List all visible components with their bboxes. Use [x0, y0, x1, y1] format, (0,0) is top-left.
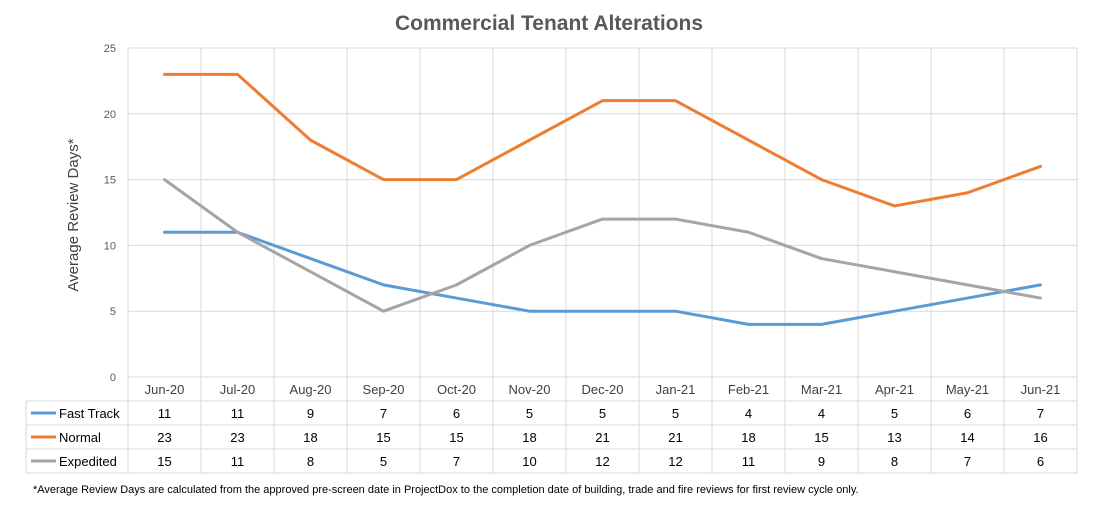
series-line-expedited	[163, 178, 1042, 313]
x-tick-label: Mar-21	[801, 382, 842, 397]
y-tick-label: 15	[104, 175, 116, 187]
table-cell: 4	[818, 406, 825, 421]
y-tick-label: 25	[104, 43, 116, 55]
table-cell: 5	[891, 406, 898, 421]
table-cell: 8	[307, 454, 314, 469]
table-cell: 6	[1037, 454, 1044, 469]
table-cell: 7	[964, 454, 971, 469]
chart-title: Commercial Tenant Alterations	[395, 12, 703, 35]
table-cell: 18	[741, 430, 755, 445]
y-tick-label: 10	[104, 240, 116, 252]
y-tick-label: 20	[104, 109, 116, 121]
table-cell: 23	[157, 430, 171, 445]
table-cell: 8	[891, 454, 898, 469]
table-cell: 23	[230, 430, 244, 445]
table-cell: 18	[303, 430, 317, 445]
x-tick-label: Jan-21	[656, 382, 696, 397]
table-cell: 16	[1033, 430, 1047, 445]
y-axis-label: Average Review Days*	[65, 138, 82, 291]
x-tick-label: May-21	[946, 382, 989, 397]
series-line-fast-track	[163, 230, 1042, 326]
table-cell: 21	[668, 430, 682, 445]
table-cell: 18	[522, 430, 536, 445]
table-cell: 9	[307, 406, 314, 421]
x-tick-label: Jun-20	[145, 382, 185, 397]
table-cell: 15	[376, 430, 390, 445]
footnote: *Average Review Days are calculated from…	[33, 484, 859, 496]
table-cell: 11	[231, 406, 245, 421]
series-name: Fast Track	[59, 406, 120, 421]
data-table: Jun-20 Jul-20 Aug-20 Sep-20 Oct-20 Nov-20 Dec-…	[25, 382, 1077, 474]
x-tick-label: Jul-20	[220, 382, 255, 397]
table-cell: 15	[814, 430, 828, 445]
x-tick-label: Oct-20	[437, 382, 476, 397]
table-cell: 11	[742, 454, 756, 469]
table-cell: 5	[380, 454, 387, 469]
table-cell: 11	[231, 454, 245, 469]
table-cell: 6	[964, 406, 971, 421]
table-cell: 14	[960, 430, 974, 445]
x-tick-label: Dec-20	[582, 382, 624, 397]
table-cell: 12	[595, 454, 609, 469]
x-tick-label: Nov-20	[509, 382, 551, 397]
y-tick-label: 0	[110, 372, 116, 384]
table-cell: 5	[672, 406, 679, 421]
x-tick-label: Apr-21	[875, 382, 914, 397]
x-tick-label: Aug-20	[290, 382, 332, 397]
table-cell: 21	[595, 430, 609, 445]
table-cell: 11	[158, 406, 172, 421]
table-cell: 13	[887, 430, 901, 445]
x-tick-label: Feb-21	[728, 382, 769, 397]
table-cell: 7	[453, 454, 460, 469]
series-name: Normal	[59, 430, 101, 445]
series-lines	[163, 72, 1042, 326]
table-cell: 10	[522, 454, 536, 469]
y-tick-label: 5	[110, 306, 116, 318]
table-cell: 4	[745, 406, 752, 421]
x-tick-label: Sep-20	[363, 382, 405, 397]
gridlines	[127, 47, 1078, 473]
series-name: Expedited	[59, 454, 117, 469]
x-tick-label: Jun-21	[1021, 382, 1061, 397]
table-cell: 7	[380, 406, 387, 421]
table-cell: 7	[1037, 406, 1044, 421]
table-cell: 12	[668, 454, 682, 469]
table-cell: 6	[453, 406, 460, 421]
table-cell: 9	[818, 454, 825, 469]
table-cell: 5	[599, 406, 606, 421]
table-cell: 15	[157, 454, 171, 469]
table-cell: 5	[526, 406, 533, 421]
y-tick-labels: 0 5 10 15 20 25	[104, 43, 116, 384]
series-line-normal	[163, 72, 1042, 208]
table-cell: 15	[449, 430, 463, 445]
